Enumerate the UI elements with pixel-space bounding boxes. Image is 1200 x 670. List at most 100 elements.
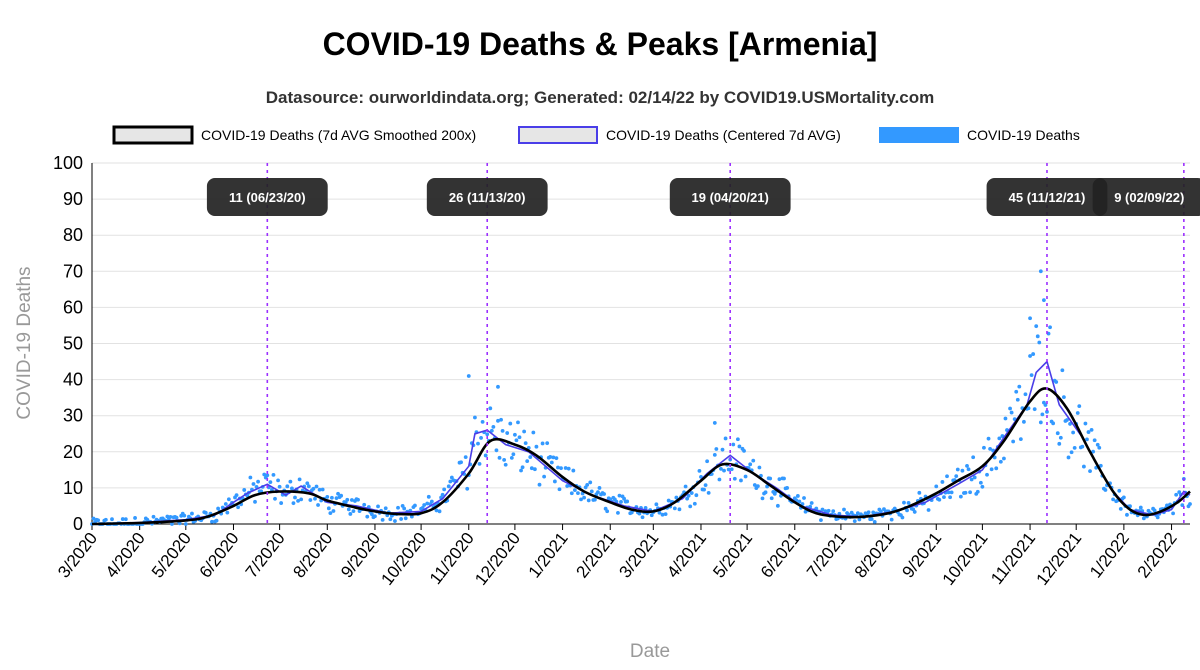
daily-death-point	[803, 509, 808, 514]
daily-death-point	[329, 495, 334, 500]
daily-death-point	[1091, 449, 1096, 454]
daily-death-point	[399, 517, 404, 521]
daily-death-point	[174, 515, 179, 520]
y-axis-label: COVID-19 Deaths	[14, 266, 35, 419]
daily-death-point	[1069, 450, 1074, 455]
daily-death-point	[602, 492, 606, 496]
daily-death-point	[1022, 419, 1026, 424]
daily-death-point	[334, 496, 339, 501]
daily-death-point	[376, 504, 380, 509]
daily-death-point	[522, 429, 527, 434]
daily-death-point	[516, 420, 520, 425]
x-tick-label: 2/2022	[1134, 529, 1181, 582]
daily-death-point	[871, 510, 876, 515]
daily-death-point	[151, 514, 156, 519]
daily-death-point	[954, 474, 959, 479]
daily-death-point	[531, 430, 536, 435]
daily-death-point	[1011, 439, 1016, 444]
daily-death-point	[1077, 404, 1082, 409]
daily-death-point	[906, 501, 911, 505]
daily-death-point	[182, 513, 187, 518]
daily-death-point	[1048, 325, 1052, 330]
daily-death-point	[313, 496, 317, 501]
daily-death-point	[356, 497, 360, 502]
daily-death-point	[576, 491, 580, 495]
daily-death-point	[637, 511, 642, 516]
daily-death-point	[242, 488, 247, 492]
daily-death-point	[214, 518, 219, 523]
daily-death-point	[1095, 442, 1100, 447]
daily-death-point	[1043, 403, 1048, 407]
daily-death-point	[103, 517, 108, 522]
x-tick-label: 10/2021	[939, 529, 992, 589]
daily-death-point	[985, 472, 989, 477]
daily-death-point	[765, 484, 770, 489]
daily-death-point	[619, 500, 623, 504]
daily-death-point	[1088, 469, 1092, 473]
daily-death-point	[434, 508, 439, 513]
daily-death-point	[763, 490, 768, 495]
daily-death-point	[437, 509, 442, 514]
daily-death-point	[1031, 352, 1036, 356]
daily-death-point	[183, 522, 188, 526]
daily-death-point	[1057, 441, 1062, 446]
daily-death-point	[622, 496, 626, 501]
daily-death-point	[1068, 422, 1072, 426]
daily-death-point	[1117, 488, 1122, 493]
daily-death-point	[683, 484, 688, 489]
daily-death-point	[809, 501, 814, 505]
daily-death-point	[945, 474, 949, 479]
daily-death-point	[529, 466, 534, 471]
daily-death-point	[1138, 505, 1143, 510]
daily-death-point	[866, 510, 871, 515]
daily-death-point	[502, 457, 507, 462]
y-tick-label: 50	[63, 334, 83, 354]
daily-death-point	[528, 455, 533, 459]
daily-death-point	[276, 478, 280, 483]
daily-death-point	[1165, 503, 1169, 508]
daily-death-point	[293, 495, 297, 500]
daily-death-point	[557, 487, 562, 492]
daily-death-point	[440, 492, 445, 497]
daily-death-point	[597, 486, 602, 490]
daily-death-point	[1058, 435, 1063, 440]
x-tick-label: 7/2020	[242, 529, 289, 582]
daily-death-point	[1035, 334, 1040, 339]
daily-death-point	[586, 498, 591, 503]
daily-death-point	[855, 511, 860, 516]
daily-death-point	[739, 478, 743, 483]
daily-death-point	[500, 428, 505, 433]
daily-death-point	[299, 497, 304, 502]
daily-death-point	[1080, 444, 1085, 449]
daily-death-point	[692, 501, 697, 506]
daily-death-point	[459, 460, 463, 465]
daily-death-point	[306, 484, 311, 489]
daily-death-point	[499, 417, 503, 422]
daily-death-point	[572, 488, 577, 493]
daily-death-point	[1141, 516, 1146, 521]
daily-death-point	[782, 476, 786, 481]
daily-death-point	[1092, 438, 1097, 443]
daily-death-point	[731, 442, 736, 447]
daily-death-point	[912, 510, 917, 514]
daily-death-point	[1103, 488, 1108, 492]
daily-death-point	[532, 467, 537, 472]
daily-death-point	[1086, 430, 1091, 434]
daily-death-point	[1061, 395, 1066, 400]
peak-label: 9 (02/09/22)	[1114, 190, 1184, 205]
daily-death-point	[1155, 515, 1160, 520]
daily-death-point	[497, 455, 502, 460]
daily-death-point	[1066, 455, 1071, 460]
daily-death-point	[210, 519, 214, 524]
y-tick-label: 80	[63, 225, 83, 245]
smoothed-avg-line	[91, 387, 1191, 526]
daily-death-point	[346, 507, 351, 512]
x-tick-label: 8/2021	[851, 529, 898, 582]
daily-death-point	[1065, 418, 1069, 422]
x-tick-label: 12/2021	[1033, 529, 1086, 589]
daily-death-point	[331, 509, 336, 513]
daily-death-point	[273, 496, 277, 501]
daily-death-point	[1097, 445, 1102, 450]
daily-death-point	[479, 436, 483, 440]
daily-death-point	[403, 516, 408, 521]
